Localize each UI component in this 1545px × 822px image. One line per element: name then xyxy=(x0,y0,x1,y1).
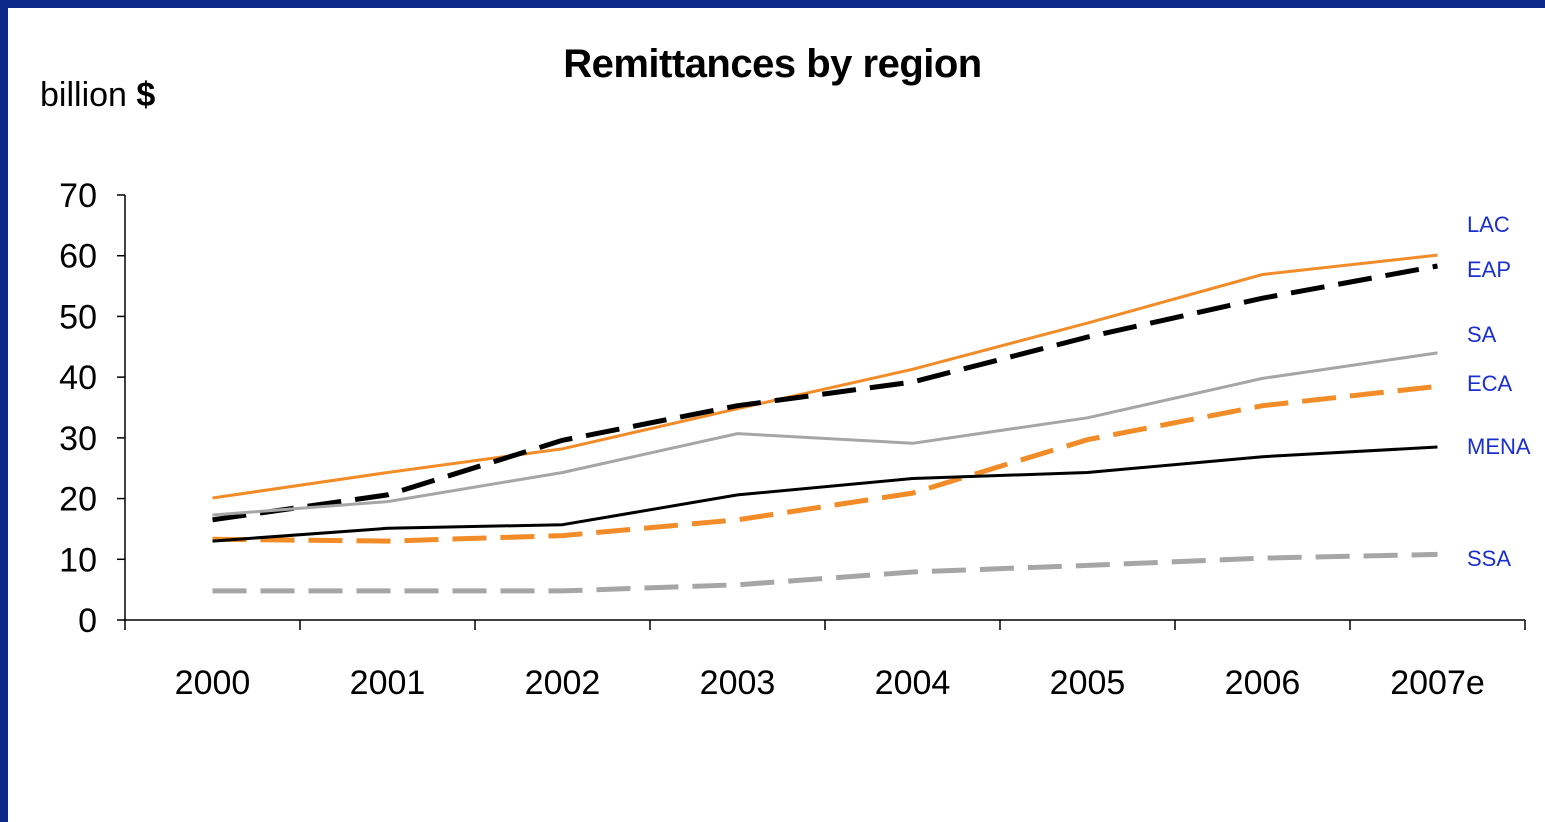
y-tick-label: 50 xyxy=(59,298,97,336)
series-label-sa: SA xyxy=(1467,322,1497,347)
series-label-eca: ECA xyxy=(1467,371,1513,396)
y-tick-label: 30 xyxy=(59,420,97,458)
y-tick-label: 40 xyxy=(59,359,97,397)
x-tick-label: 2000 xyxy=(175,664,251,702)
series-label-lac: LAC xyxy=(1467,212,1510,237)
series-labels: LAC EAP SA ECA MENA SSA xyxy=(1467,212,1531,571)
x-tick-label: 2002 xyxy=(525,664,601,702)
x-tick-label: 2004 xyxy=(875,664,951,702)
y-axis-unit: $ xyxy=(136,76,156,114)
y-tick-label: 70 xyxy=(59,177,97,215)
series-label-mena: MENA xyxy=(1467,434,1531,459)
y-tick-label: 60 xyxy=(59,238,97,276)
chart-title: Remittances by region xyxy=(563,42,982,86)
x-tick-label: 2005 xyxy=(1050,664,1126,702)
x-tick-label: 2001 xyxy=(350,664,426,702)
series-line-ssa xyxy=(212,551,1438,594)
x-tick-label: 2007e xyxy=(1390,664,1485,702)
axes: 0 10 20 30 40 50 60 70 2000 2001 2002 2003 2004 2005 2… xyxy=(59,177,1526,702)
series-line-lac xyxy=(212,253,1438,500)
series-line-sa xyxy=(212,351,1438,517)
series-line-mena xyxy=(212,445,1438,543)
y-tick-label: 20 xyxy=(59,481,97,519)
y-tick-label: 0 xyxy=(78,602,97,640)
x-tick-label: 2006 xyxy=(1225,664,1301,702)
series-line-eap xyxy=(212,263,1438,523)
series-label-eap: EAP xyxy=(1467,257,1511,282)
y-axis-label: billion $ xyxy=(40,76,155,115)
series-label-ssa: SSA xyxy=(1467,546,1511,571)
chart-frame xyxy=(8,8,1545,822)
y-tick-label: 10 xyxy=(59,541,97,579)
series-line-eca xyxy=(212,383,1438,544)
y-axis-label-text: billion xyxy=(40,76,127,114)
series-layer xyxy=(212,253,1438,594)
x-tick-label: 2003 xyxy=(700,664,776,702)
